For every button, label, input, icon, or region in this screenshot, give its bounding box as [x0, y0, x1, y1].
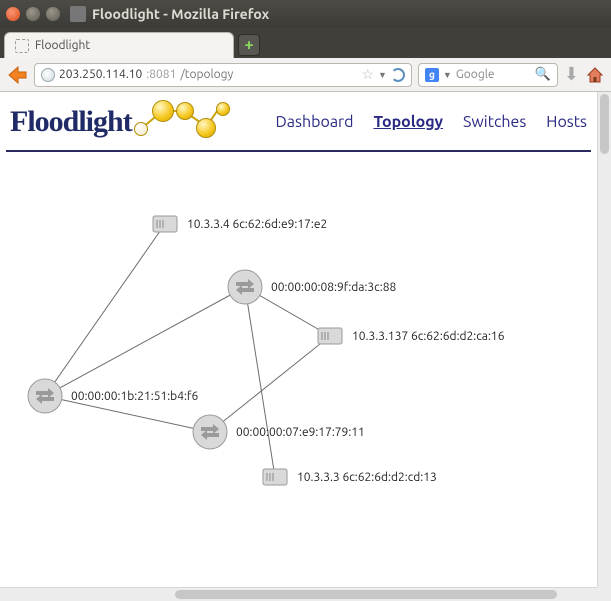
page-nav: Dashboard Topology Switches Hosts	[276, 113, 588, 131]
topology-canvas[interactable]: 00:00:00:1b:21:51:b4:f6 00:00:00:08:9f:da…	[0, 152, 597, 572]
topology-edge	[245, 287, 275, 477]
nav-link-dashboard[interactable]: Dashboard	[276, 113, 354, 131]
window-titlebar: Floodlight - Mozilla Firefox	[0, 0, 611, 28]
page-favicon	[15, 39, 29, 53]
new-tab-button[interactable]: +	[238, 34, 260, 56]
search-placeholder: Google	[456, 68, 495, 81]
logo-text: Floodlight	[10, 105, 132, 139]
browser-viewport: Floodlight Dashboard Topology Switches	[0, 92, 611, 601]
tab-title: Floodlight	[35, 39, 90, 52]
reload-icon[interactable]	[391, 68, 405, 82]
host-node[interactable]	[153, 216, 177, 232]
nav-link-topology[interactable]: Topology	[373, 113, 443, 131]
horizontal-scrollbar[interactable]	[0, 587, 597, 601]
url-port: :8081	[146, 68, 176, 81]
topology-edge	[210, 336, 330, 432]
switch-node[interactable]	[28, 379, 62, 413]
topology-edge	[45, 224, 165, 396]
bookmark-star-icon[interactable]: ☆	[361, 66, 374, 83]
vertical-scrollbar[interactable]	[597, 92, 611, 587]
search-provider-dropdown-icon[interactable]: ▼	[443, 70, 452, 80]
host-label: 10.3.3.3 6c:62:6d:d2:cd:13	[297, 471, 437, 484]
host-node[interactable]	[318, 328, 342, 344]
page-header: Floodlight Dashboard Topology Switches	[6, 92, 591, 152]
search-bar[interactable]: g ▼ Google 🔍	[418, 63, 558, 87]
page-content: Floodlight Dashboard Topology Switches	[0, 92, 597, 587]
window-close-button[interactable]	[6, 7, 20, 21]
host-label: 10.3.3.137 6c:62:6d:d2:ca:16	[352, 330, 504, 343]
nav-link-hosts[interactable]: Hosts	[546, 113, 587, 131]
tab-strip: Floodlight +	[0, 28, 611, 58]
search-provider-icon[interactable]: g	[425, 68, 439, 82]
url-history-dropdown-icon[interactable]: ▼	[378, 70, 387, 80]
vertical-scroll-thumb[interactable]	[600, 94, 609, 154]
window-buttons	[6, 7, 60, 21]
host-label: 10.3.3.4 6c:62:6d:e9:17:e2	[187, 218, 327, 231]
switch-label: 00:00:00:1b:21:51:b4:f6	[71, 390, 198, 403]
topology-edge	[45, 287, 245, 396]
nav-link-switches[interactable]: Switches	[463, 113, 526, 131]
site-identity-icon[interactable]	[41, 68, 55, 82]
window-maximize-button[interactable]	[46, 7, 60, 21]
url-host: 203.250.114.10	[59, 68, 142, 81]
scroll-corner	[597, 587, 611, 601]
switch-label: 00:00:00:07:e9:17:79:11	[236, 426, 365, 439]
floodlight-logo[interactable]: Floodlight	[10, 100, 244, 144]
window-title: Floodlight - Mozilla Firefox	[92, 6, 269, 22]
switch-node[interactable]	[193, 415, 227, 449]
browser-toolbar: 203.250.114.10 :8081/topology ☆ ▼ g ▼ Goo…	[0, 58, 611, 92]
window-minimize-button[interactable]	[26, 7, 40, 21]
search-go-icon[interactable]: 🔍	[535, 67, 551, 82]
horizontal-scroll-thumb[interactable]	[175, 590, 557, 599]
firefox-icon	[70, 6, 86, 22]
home-button[interactable]	[585, 65, 605, 85]
url-path: /topology	[180, 68, 233, 81]
logo-graphic	[134, 100, 244, 144]
browser-tab[interactable]: Floodlight	[4, 32, 234, 58]
address-bar[interactable]: 203.250.114.10 :8081/topology ☆ ▼	[34, 63, 412, 87]
downloads-button[interactable]: ⬇	[564, 64, 579, 85]
back-button[interactable]	[6, 65, 28, 85]
host-node[interactable]	[263, 469, 287, 485]
switch-node[interactable]	[228, 270, 262, 304]
switch-label: 00:00:00:08:9f:da:3c:88	[271, 281, 396, 294]
